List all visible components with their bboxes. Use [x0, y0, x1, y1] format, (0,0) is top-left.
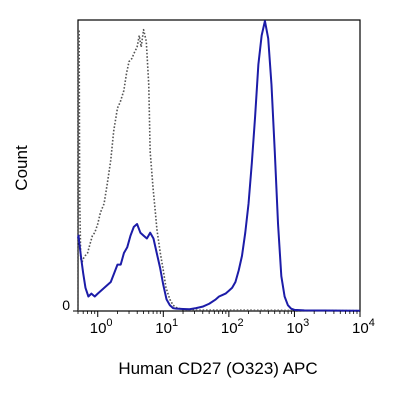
- x-tick-label: 101: [155, 317, 178, 337]
- x-axis-label: Human CD27 (O323) APC: [118, 359, 317, 378]
- x-tick-label: 102: [221, 317, 244, 337]
- x-tick-label: 100: [90, 317, 113, 337]
- y-axis-ticks: 0: [62, 297, 78, 313]
- y-axis-label: Count: [12, 145, 31, 191]
- x-tick-label: 103: [286, 317, 309, 337]
- plot-frame: [77, 19, 361, 312]
- y-tick-label: 0: [62, 297, 70, 313]
- series-line-0: [77, 28, 361, 312]
- series-line-1: [77, 20, 361, 312]
- series-layer: [77, 20, 361, 312]
- x-axis-ticks: 100 101 102 103 104: [77, 311, 375, 337]
- plot-border: [77, 19, 361, 312]
- x-tick-label: 104: [352, 317, 375, 337]
